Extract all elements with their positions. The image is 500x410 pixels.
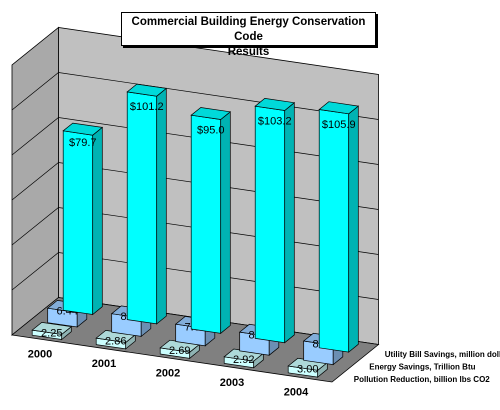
- x-tick-label: 2000: [28, 349, 52, 361]
- bar-3-2002: 2.69: [159, 339, 201, 360]
- series-axis-label: Energy Savings, Trillion Btu: [369, 362, 475, 371]
- bar-top: [318, 101, 360, 115]
- data-label: $105.9: [322, 119, 356, 131]
- bar-top: [190, 107, 232, 120]
- x-tick-label: 2002: [156, 368, 180, 380]
- bar-1-2003: $103.2: [254, 98, 296, 344]
- data-label: 2.92: [233, 354, 254, 366]
- bar-top: [254, 98, 296, 111]
- data-label: 2.25: [41, 327, 62, 339]
- bar-1-2002: $95.0: [190, 107, 232, 335]
- bar-front: [126, 91, 158, 325]
- bar-side: [220, 111, 231, 335]
- bar-1-2001: $101.2: [126, 83, 168, 325]
- chart-title-line-2: Results: [227, 46, 270, 58]
- chart-marks: 2.252.862.692.923.006.448.187.688.348.56…: [31, 83, 360, 378]
- bar-side: [284, 101, 295, 344]
- series-axis-label: Pollution Reduction, billion lbs CO2: [354, 375, 491, 384]
- data-label: 2.86: [105, 335, 126, 347]
- data-label: $103.2: [258, 115, 292, 127]
- x-tick-label: 2004: [284, 386, 309, 398]
- bar-front: [190, 114, 222, 334]
- bar-side: [92, 126, 103, 316]
- bar-side: [156, 87, 167, 325]
- chart-title: Commercial Building Energy Conservation …: [121, 12, 376, 58]
- bar-top: [31, 322, 73, 335]
- bar-3-2000: 2.25: [31, 322, 73, 341]
- bar-top: [62, 122, 104, 136]
- bar-1-2000: $79.7: [62, 122, 104, 316]
- axis-labels: 2000 2001 2002 2003 2004 Utility Bill Savings…: [28, 349, 500, 399]
- data-label: $101.2: [130, 101, 164, 113]
- chart-title-line-1: Commercial Building Energy Conservation …: [131, 16, 366, 43]
- bar-3-2001: 2.86: [95, 330, 137, 350]
- data-label: $79.7: [69, 137, 97, 149]
- series-axis-label: Utility Bill Savings, million dollars: [385, 350, 500, 359]
- x-tick-label: 2003: [220, 377, 244, 389]
- bar-1-2004: $105.9: [318, 101, 360, 353]
- bar-side: [348, 105, 359, 353]
- data-label: 2.69: [169, 345, 190, 357]
- data-label: $95.0: [197, 125, 225, 137]
- bar-front: [318, 109, 350, 353]
- bar-top: [126, 83, 168, 97]
- bar-front: [254, 105, 286, 344]
- data-label: 3.00: [297, 363, 318, 375]
- bar-front: [62, 130, 94, 315]
- x-tick-label: 2001: [92, 358, 116, 370]
